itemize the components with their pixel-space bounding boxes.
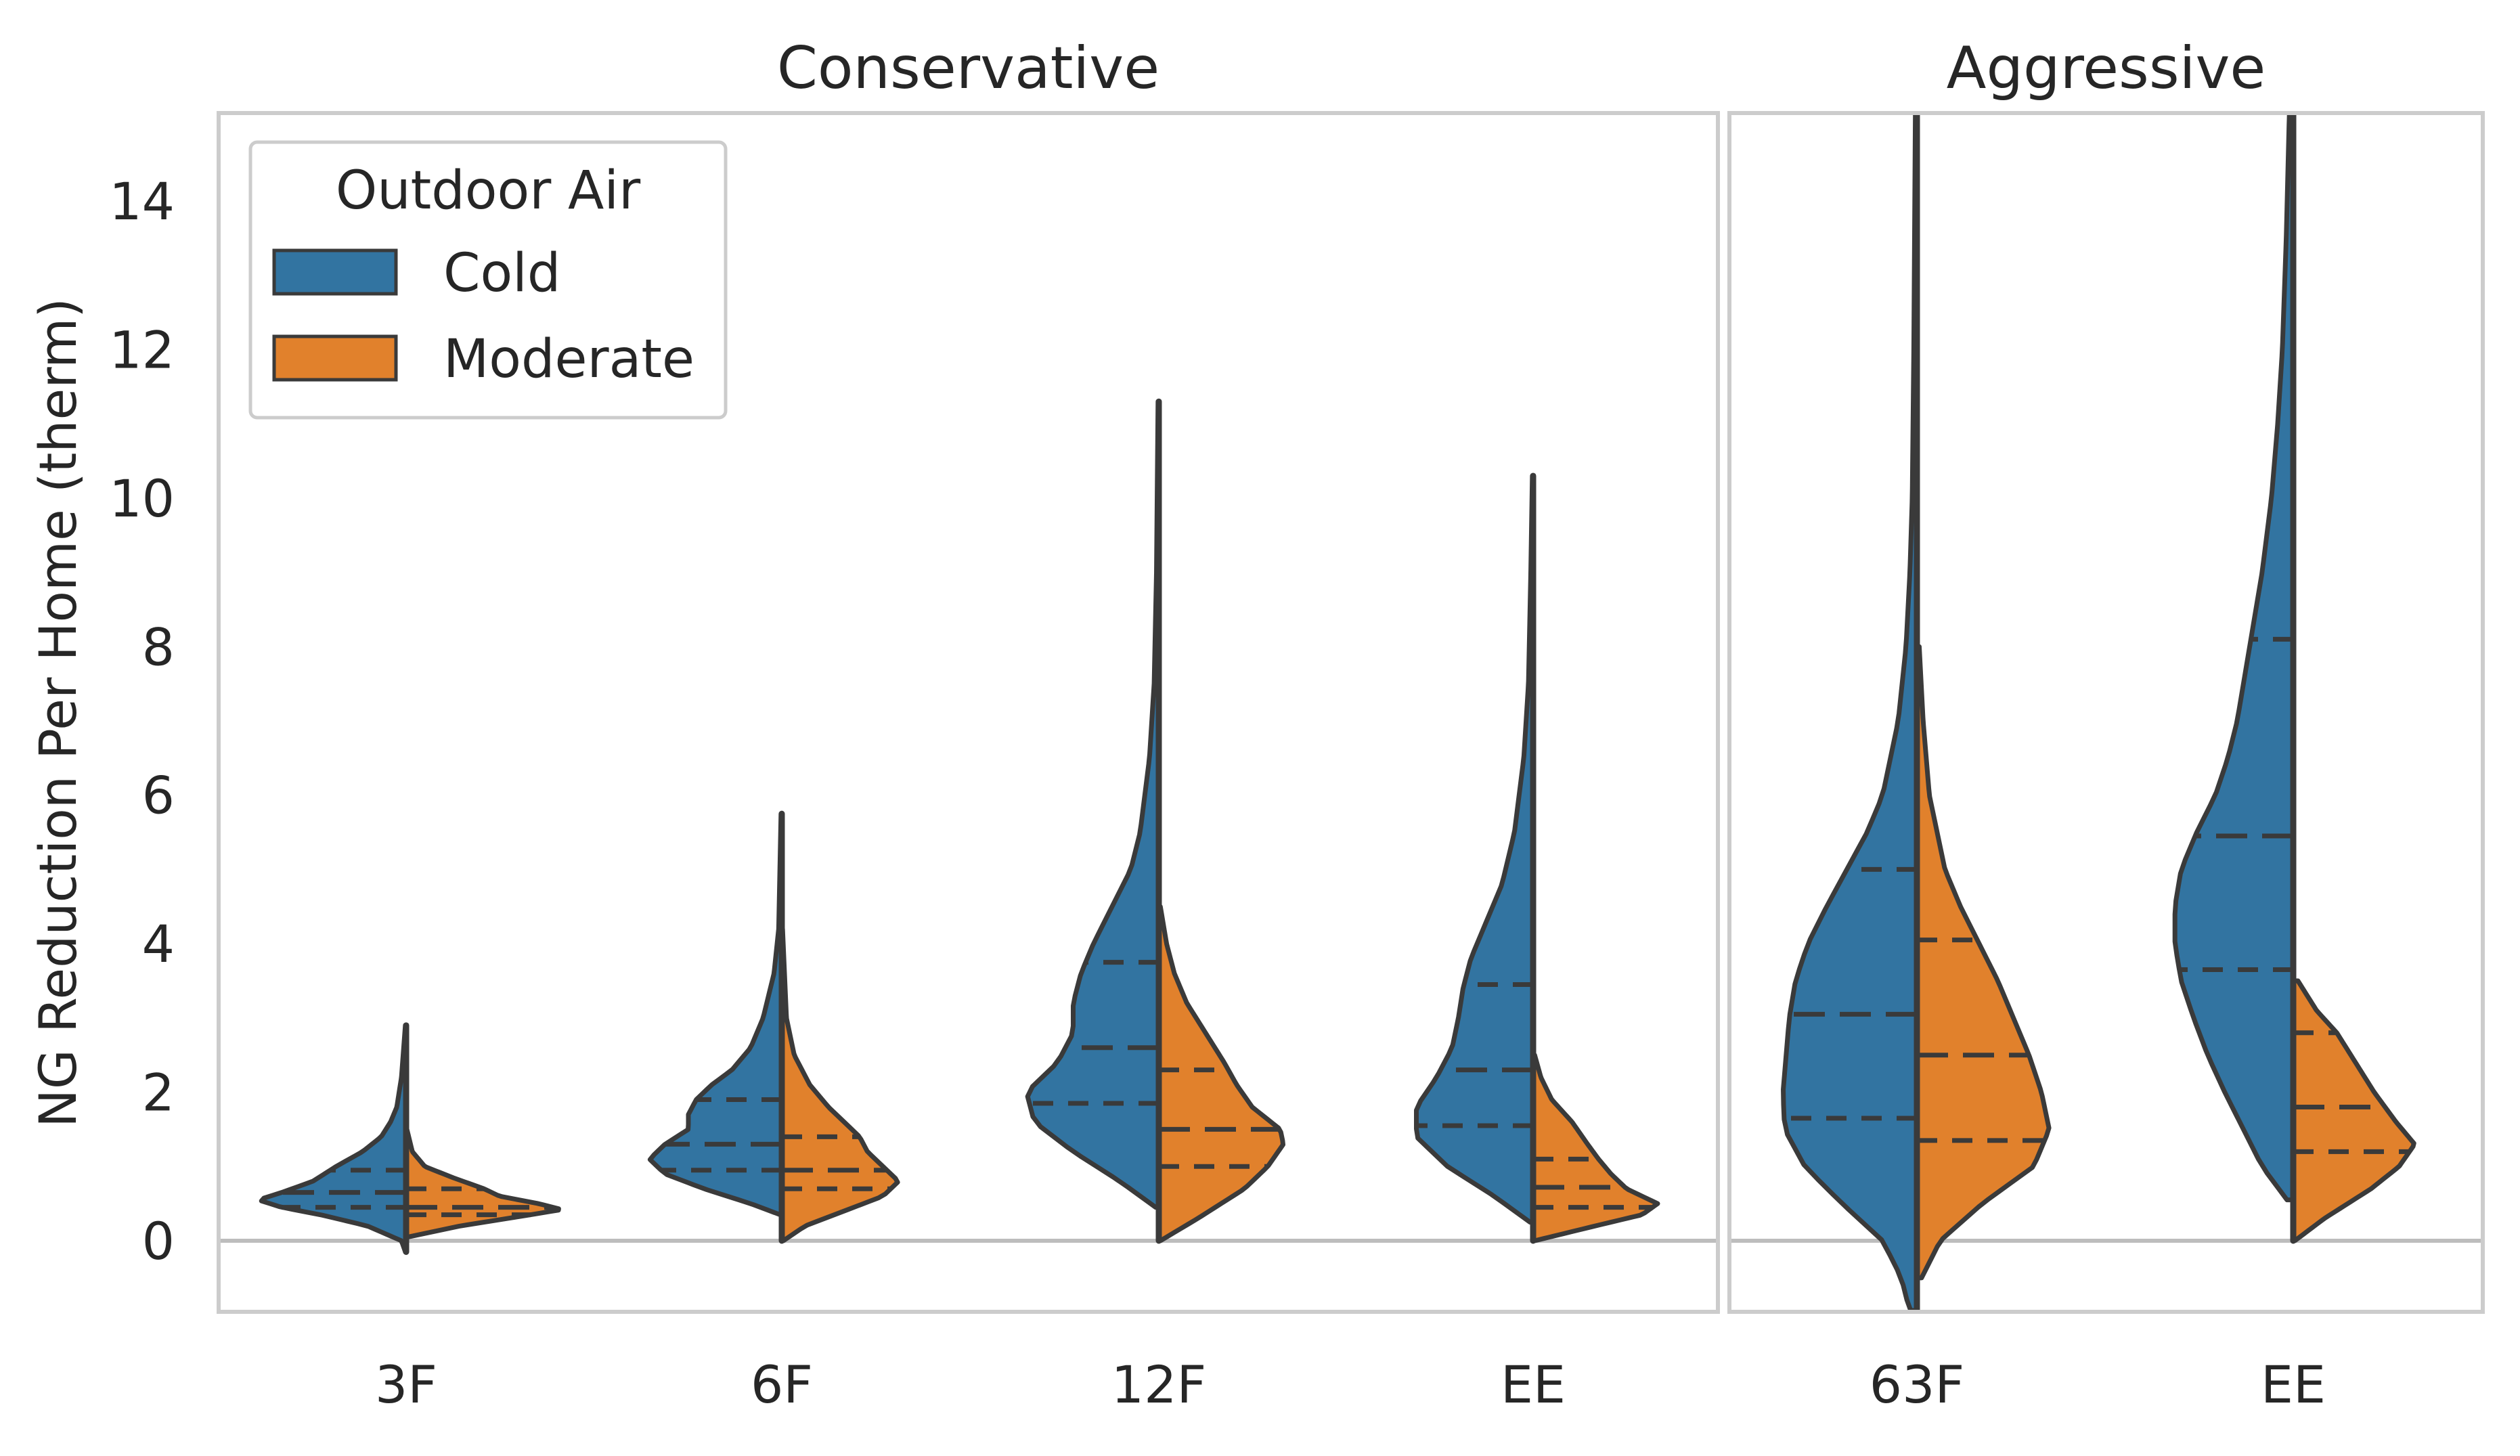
x-category-label-aggressive-63f: 63F [1870,1354,1964,1415]
y-tick-label-2: 2 [142,1063,175,1123]
panel-titles: Conservative Aggressive [777,35,2265,102]
x-category-label-conservative-3f: 3F [375,1354,437,1415]
x-category-label-aggressive-ee: EE [2261,1354,2326,1415]
legend-title: Outdoor Air [336,160,641,221]
violin-aggressive-63f [1781,111,2052,1314]
violin-conservative-12f [1025,398,1286,1244]
violin-conservative-6f [647,810,900,1244]
panel-frames [217,111,2485,1314]
panel-frame-conservative [217,111,1720,1314]
y-tick-label-12: 12 [109,319,175,380]
violin-aggressive-ee [2172,111,2416,1244]
violin-conservative-12f-moderate [1156,904,1286,1243]
y-tick-label-14: 14 [109,171,175,231]
y-tick-label-10: 10 [109,468,175,529]
violins-layer [219,111,2483,1314]
legend-label-cold: Cold [443,243,560,304]
violin-conservative-ee [1414,472,1660,1244]
y-axis-label: NG Reduction Per Home (therm) [28,298,88,1128]
x-category-label-conservative-12f: 12F [1111,1354,1206,1415]
y-tick-labels: 0 2 4 6 8 10 12 14 [109,171,175,1271]
legend-swatch-moderate [272,334,398,382]
panel-frame-aggressive [1727,111,2485,1314]
y-tick-label-0: 0 [142,1211,175,1271]
category-labels: 3F 6F 12F EE 63F EE [375,1354,2326,1415]
x-category-label-conservative-6f: 6F [751,1354,813,1415]
y-tick-label-8: 8 [142,617,175,677]
violin-conservative-3f-cold [259,1023,409,1254]
violin-conservative-3f [259,1022,561,1255]
legend-swatch-cold [272,248,398,296]
y-tick-label-6: 6 [142,766,175,826]
violin-aggressive-63f-moderate [1914,644,2052,1281]
legend-label-moderate: Moderate [443,329,694,390]
violin-aggressive-ee-cold [2172,112,2296,1203]
violin-conservative-3f-moderate [403,1126,561,1240]
x-category-label-conservative-ee: EE [1501,1354,1566,1415]
violin-conservative-ee-moderate [1530,1053,1660,1243]
violin-aggressive-ee-moderate [2291,978,2416,1243]
y-tick-label-4: 4 [142,914,175,974]
panel-title-aggressive: Aggressive [1947,35,2266,102]
legend: Outdoor Air Cold Moderate [248,140,728,420]
panel-title-conservative: Conservative [777,35,1159,102]
